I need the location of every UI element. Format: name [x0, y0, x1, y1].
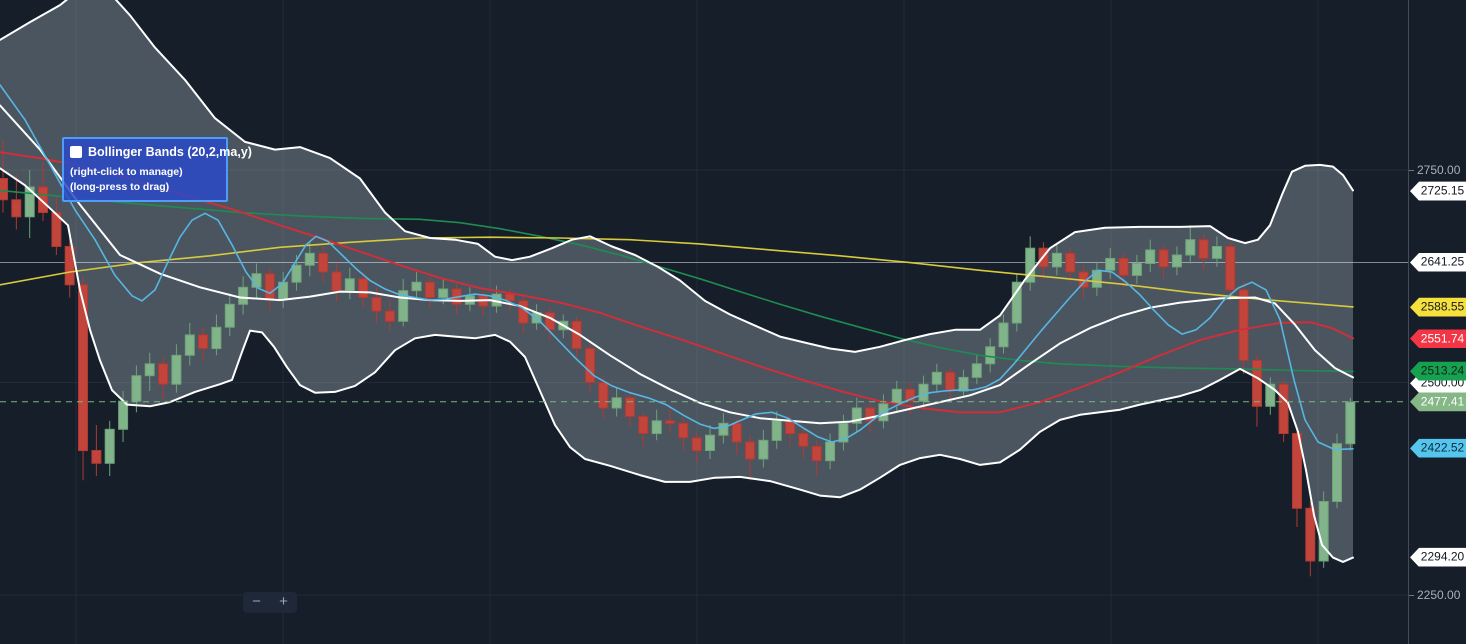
- hline-label: 2641.25: [1410, 252, 1466, 272]
- bb-upper-label: 2725.15: [1410, 181, 1466, 201]
- ma-yellow-line: [0, 236, 1354, 308]
- axis-tick-2250.00: 2250.00: [1409, 588, 1466, 602]
- price-axis[interactable]: 2750.00 2250.00 2725.15 2641.25 2588.55 2551.…: [1408, 0, 1466, 644]
- ma-red-line: [0, 151, 1354, 414]
- zoom-controls: − +: [243, 592, 297, 613]
- bb-lower-label: 2294.20: [1410, 547, 1466, 567]
- zoom-out-button[interactable]: −: [252, 593, 261, 610]
- sma-yellow-label: 2588.55: [1410, 297, 1466, 317]
- tooltip-hint-drag: (long-press to drag): [70, 181, 170, 193]
- axis-tick-2750.00: 2750.00: [1409, 163, 1466, 177]
- indicator-title: Bollinger Bands (20,2,ma,y): [88, 145, 252, 159]
- candlestick-series: [0, 140, 1356, 577]
- bollinger-tooltip-title-row: Bollinger Bands (20,2,ma,y): [70, 145, 252, 159]
- bollinger-band-fill: [0, 0, 1353, 562]
- bollinger-lower-line: [0, 167, 1354, 563]
- price-chart-canvas[interactable]: [0, 0, 1408, 644]
- sma-red-label: 2551.74: [1410, 329, 1466, 349]
- bollinger-tooltip[interactable]: Bollinger Bands (20,2,ma,y) (right-click…: [62, 137, 252, 202]
- indicator-swatch-icon[interactable]: [70, 146, 82, 158]
- sma-cyan-label: 2422.52: [1410, 438, 1466, 458]
- sma-green-label: 2513.24: [1410, 361, 1466, 381]
- bollinger-upper-line: [0, 0, 1354, 353]
- tooltip-hint-manage: (right-click to manage): [70, 166, 183, 178]
- ma-cyan-line: [0, 84, 1354, 451]
- ma-green-line: [0, 189, 1354, 373]
- last-price-label: 2477.41: [1410, 392, 1466, 412]
- bollinger-basis-line: [0, 104, 1354, 425]
- zoom-in-button[interactable]: +: [279, 593, 288, 610]
